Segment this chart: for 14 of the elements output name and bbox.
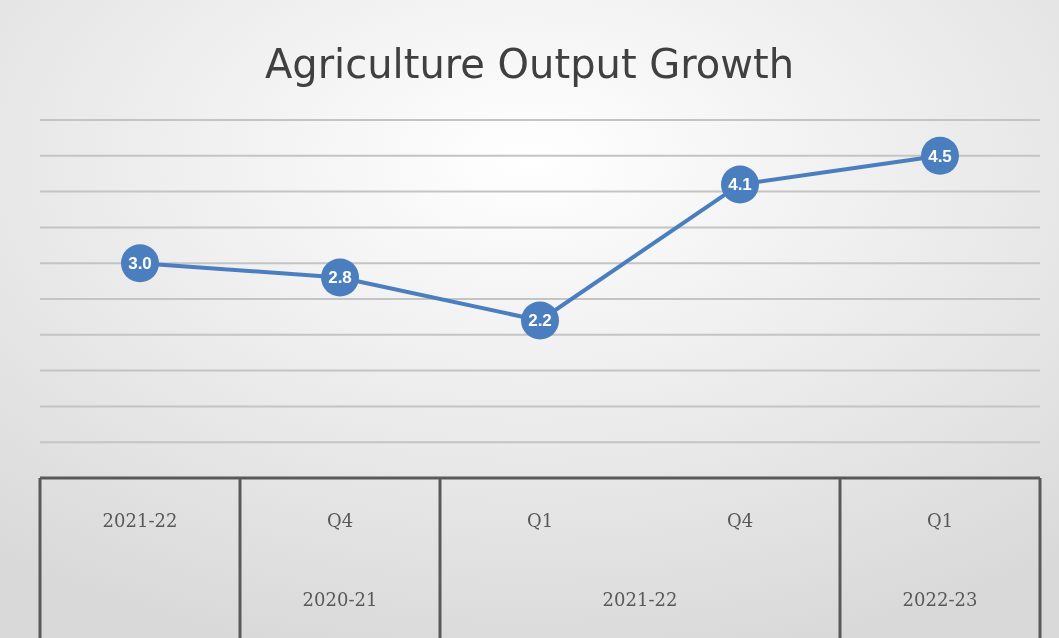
data-label: 2.2 (528, 311, 552, 331)
x-tick-label: Q4 (726, 510, 754, 531)
data-label: 4.5 (928, 146, 952, 166)
text: 2020-21 (302, 589, 378, 610)
x-tick-label: 2021-22 (102, 510, 178, 531)
text: 2022-23 (902, 589, 978, 610)
data-label: 4.1 (728, 175, 752, 195)
x-tick-label: Q1 (526, 510, 554, 531)
x-tick-label: Q4 (326, 510, 354, 531)
data-label: 2.8 (328, 268, 352, 288)
x-tick-label: Q1 (926, 510, 954, 531)
chart-title: Agriculture Output Growth (264, 41, 795, 87)
data-label: 3.0 (128, 254, 152, 274)
text: 2021-22 (602, 589, 678, 610)
